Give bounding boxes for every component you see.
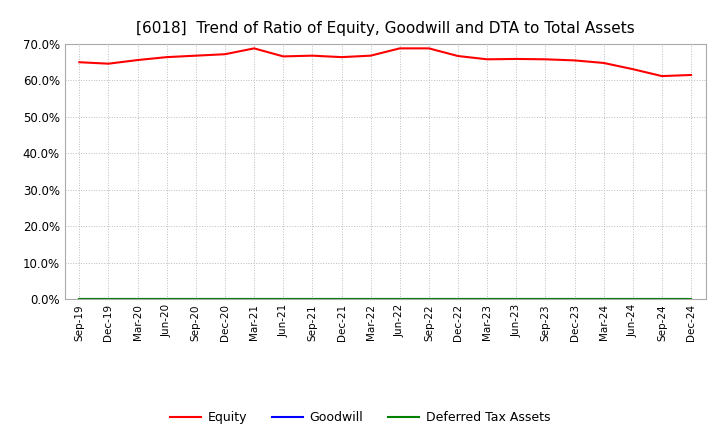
Deferred Tax Assets: [337, 297, 346, 302]
Equity: [133, 57, 142, 62]
Deferred Tax Assets: [483, 297, 492, 302]
Deferred Tax Assets: [220, 297, 229, 302]
Goodwill: [425, 297, 433, 302]
Goodwill: [570, 297, 579, 302]
Equity: [483, 57, 492, 62]
Deferred Tax Assets: [163, 297, 171, 302]
Equity: [337, 55, 346, 60]
Goodwill: [337, 297, 346, 302]
Goodwill: [279, 297, 287, 302]
Equity: [454, 53, 462, 59]
Deferred Tax Assets: [599, 297, 608, 302]
Deferred Tax Assets: [425, 297, 433, 302]
Equity: [366, 53, 375, 59]
Deferred Tax Assets: [104, 297, 113, 302]
Deferred Tax Assets: [250, 297, 258, 302]
Goodwill: [541, 297, 550, 302]
Goodwill: [163, 297, 171, 302]
Goodwill: [133, 297, 142, 302]
Deferred Tax Assets: [279, 297, 287, 302]
Equity: [250, 46, 258, 51]
Deferred Tax Assets: [687, 297, 696, 302]
Goodwill: [192, 297, 200, 302]
Deferred Tax Assets: [629, 297, 637, 302]
Goodwill: [104, 297, 113, 302]
Equity: [570, 58, 579, 63]
Goodwill: [512, 297, 521, 302]
Goodwill: [308, 297, 317, 302]
Equity: [75, 59, 84, 65]
Deferred Tax Assets: [570, 297, 579, 302]
Equity: [687, 72, 696, 77]
Deferred Tax Assets: [657, 297, 666, 302]
Deferred Tax Assets: [395, 297, 404, 302]
Goodwill: [75, 297, 84, 302]
Goodwill: [657, 297, 666, 302]
Equity: [629, 66, 637, 72]
Goodwill: [395, 297, 404, 302]
Equity: [279, 54, 287, 59]
Title: [6018]  Trend of Ratio of Equity, Goodwill and DTA to Total Assets: [6018] Trend of Ratio of Equity, Goodwil…: [136, 21, 634, 36]
Equity: [425, 46, 433, 51]
Equity: [657, 73, 666, 79]
Goodwill: [687, 297, 696, 302]
Deferred Tax Assets: [541, 297, 550, 302]
Equity: [541, 57, 550, 62]
Deferred Tax Assets: [512, 297, 521, 302]
Deferred Tax Assets: [75, 297, 84, 302]
Legend: Equity, Goodwill, Deferred Tax Assets: Equity, Goodwill, Deferred Tax Assets: [165, 407, 555, 429]
Goodwill: [220, 297, 229, 302]
Equity: [599, 60, 608, 66]
Goodwill: [454, 297, 462, 302]
Goodwill: [483, 297, 492, 302]
Equity: [192, 53, 200, 59]
Deferred Tax Assets: [192, 297, 200, 302]
Goodwill: [250, 297, 258, 302]
Goodwill: [599, 297, 608, 302]
Equity: [512, 56, 521, 62]
Equity: [308, 53, 317, 59]
Line: Equity: Equity: [79, 48, 691, 76]
Deferred Tax Assets: [454, 297, 462, 302]
Goodwill: [366, 297, 375, 302]
Deferred Tax Assets: [366, 297, 375, 302]
Deferred Tax Assets: [133, 297, 142, 302]
Equity: [163, 55, 171, 60]
Equity: [395, 46, 404, 51]
Deferred Tax Assets: [308, 297, 317, 302]
Equity: [220, 51, 229, 57]
Equity: [104, 61, 113, 66]
Goodwill: [629, 297, 637, 302]
